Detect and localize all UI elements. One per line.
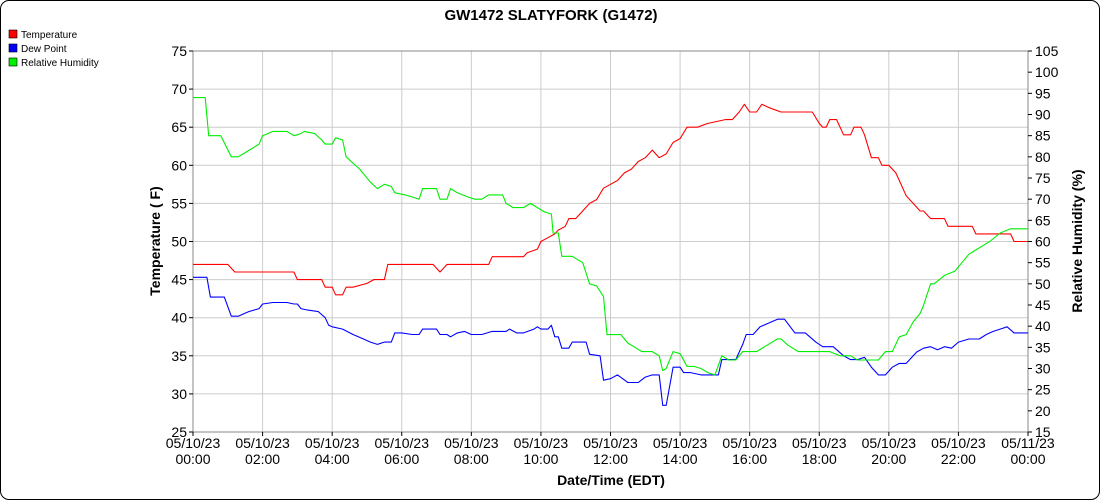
x-axis-title: Date/Time (EDT) [557,472,665,488]
chart-title: GW1472 SLATYFORK (G1472) [444,7,657,24]
y-left-tick-label: 60 [171,157,187,173]
x-tick-label-date: 05/10/23 [583,435,638,451]
y-right-tick-label: 50 [1035,276,1051,292]
y-left-tick-label: 70 [171,81,187,97]
y-right-tick-label: 55 [1035,255,1051,271]
y-right-tick-label: 95 [1035,85,1051,101]
relative-humidity-legend-swatch [8,57,18,67]
y-left-tick-label: 55 [171,195,187,211]
dew-point-line [193,276,1028,406]
y-left-tick-label: 40 [171,310,187,326]
x-tick-label-time: 22:00 [941,451,976,467]
y-right-tick-label: 15 [1035,424,1051,440]
x-tick-label-date: 05/10/23 [444,435,499,451]
legend: Temperature Dew Point Relative Humidity [8,29,99,69]
y-right-tick-label: 60 [1035,234,1051,250]
y-right-tick-label: 90 [1035,107,1051,123]
x-tick-label-date: 05/10/23 [166,435,221,451]
x-tick-label-time: 00:00 [1010,451,1045,467]
dew-point-legend-swatch [8,43,18,53]
right-axis-ticks: 15 20 25 30 35 40 45 50 55 60 65 70 75 80 85 90 95 100 105 [1028,43,1059,440]
left-axis-ticks: 25 30 35 40 45 50 55 60 65 70 75 [171,43,193,440]
y-right-tick-label: 75 [1035,170,1051,186]
x-tick-label-date: 05/10/23 [792,435,847,451]
x-tick-label-time: 06:00 [384,451,419,467]
y-left-tick-label: 30 [171,386,187,402]
temperature-legend-swatch [8,29,18,39]
y-right-tick-label: 20 [1035,403,1051,419]
x-tick-label-date: 05/10/23 [931,435,986,451]
y-right-tick-label: 25 [1035,382,1051,398]
x-tick-label-time: 16:00 [732,451,767,467]
y-left-tick-label: 75 [171,43,187,59]
relative-humidity-legend-label: Relative Humidity [21,58,99,69]
x-tick-label-time: 10:00 [523,451,558,467]
relative-humidity-line [193,97,1028,376]
y-left-tick-label: 25 [171,424,187,440]
y-left-tick-label: 35 [171,348,187,364]
x-tick-label-time: 04:00 [315,451,350,467]
x-tick-label-time: 14:00 [663,451,698,467]
x-tick-label-date: 05/10/23 [862,435,917,451]
y-left-tick-label: 65 [171,119,187,135]
grid [192,50,1029,433]
x-tick-label-time: 18:00 [802,451,837,467]
x-tick-label-date: 05/10/23 [653,435,708,451]
y-right-tick-label: 45 [1035,297,1051,313]
x-tick-label-time: 02:00 [245,451,280,467]
series-layer [193,97,1028,406]
temperature-line [193,103,1028,296]
temperature-legend-label: Temperature [21,30,78,41]
x-tick-label-date: 05/11/23 [1001,435,1055,451]
y-axis-right-title: Relative Humidity (%) [1069,169,1085,312]
y-right-tick-label: 85 [1035,128,1051,144]
x-tick-label-time: 00:00 [175,451,210,467]
y-right-tick-label: 105 [1035,43,1059,59]
x-tick-label-time: 20:00 [871,451,906,467]
y-right-tick-label: 30 [1035,361,1051,377]
x-tick-label-date: 05/10/23 [235,435,290,451]
y-left-tick-label: 50 [171,234,187,250]
x-tick-label-date: 05/10/23 [514,435,569,451]
x-tick-label-time: 12:00 [593,451,628,467]
y-right-tick-label: 40 [1035,318,1051,334]
y-axis-left-title: Temperature ( F) [147,186,163,295]
y-right-tick-label: 65 [1035,212,1051,228]
x-tick-label-date: 05/10/23 [722,435,777,451]
y-right-tick-label: 80 [1035,149,1051,165]
x-tick-label-date: 05/10/23 [305,435,360,451]
y-right-tick-label: 100 [1035,64,1059,80]
x-tick-label-time: 08:00 [454,451,489,467]
x-axis-ticks: 05/10/2300:0005/10/2302:0005/10/2304:000… [166,432,1055,467]
y-right-tick-label: 70 [1035,191,1051,207]
dew-point-legend-label: Dew Point [21,44,67,55]
y-right-tick-label: 35 [1035,339,1051,355]
x-tick-label-date: 05/10/23 [375,435,430,451]
y-left-tick-label: 45 [171,272,187,288]
